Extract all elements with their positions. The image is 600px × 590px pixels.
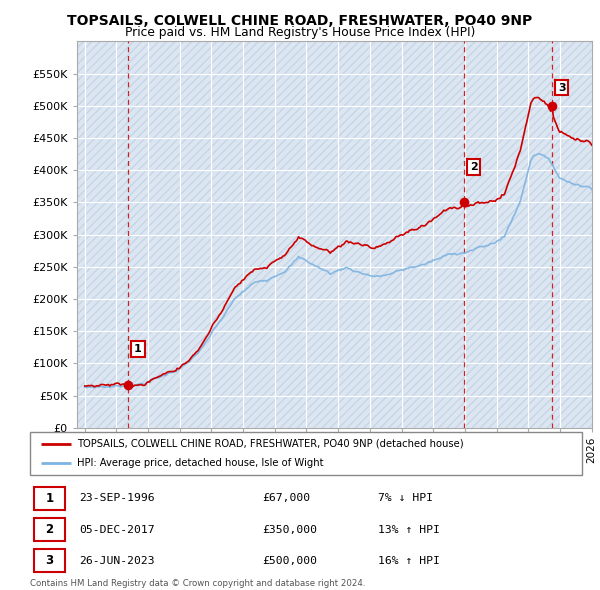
Text: HPI: Average price, detached house, Isle of Wight: HPI: Average price, detached house, Isle…: [77, 458, 323, 468]
Text: 1: 1: [46, 492, 53, 505]
FancyBboxPatch shape: [34, 518, 65, 541]
FancyBboxPatch shape: [34, 487, 65, 510]
Text: 26-JUN-2023: 26-JUN-2023: [80, 556, 155, 566]
Text: £350,000: £350,000: [262, 525, 317, 535]
Text: 3: 3: [46, 554, 53, 567]
Text: 3: 3: [558, 83, 566, 93]
Text: TOPSAILS, COLWELL CHINE ROAD, FRESHWATER, PO40 9NP (detached house): TOPSAILS, COLWELL CHINE ROAD, FRESHWATER…: [77, 439, 464, 449]
Text: Price paid vs. HM Land Registry's House Price Index (HPI): Price paid vs. HM Land Registry's House …: [125, 26, 475, 39]
Text: 13% ↑ HPI: 13% ↑ HPI: [378, 525, 440, 535]
Text: 16% ↑ HPI: 16% ↑ HPI: [378, 556, 440, 566]
FancyBboxPatch shape: [34, 549, 65, 572]
Text: £500,000: £500,000: [262, 556, 317, 566]
Text: 7% ↓ HPI: 7% ↓ HPI: [378, 493, 433, 503]
Text: 1: 1: [134, 344, 142, 354]
Text: 23-SEP-1996: 23-SEP-1996: [80, 493, 155, 503]
Text: 2: 2: [46, 523, 53, 536]
Text: TOPSAILS, COLWELL CHINE ROAD, FRESHWATER, PO40 9NP: TOPSAILS, COLWELL CHINE ROAD, FRESHWATER…: [67, 14, 533, 28]
Text: £67,000: £67,000: [262, 493, 310, 503]
Text: 2: 2: [470, 162, 478, 172]
Text: 05-DEC-2017: 05-DEC-2017: [80, 525, 155, 535]
Text: Contains HM Land Registry data © Crown copyright and database right 2024.
This d: Contains HM Land Registry data © Crown c…: [30, 579, 365, 590]
